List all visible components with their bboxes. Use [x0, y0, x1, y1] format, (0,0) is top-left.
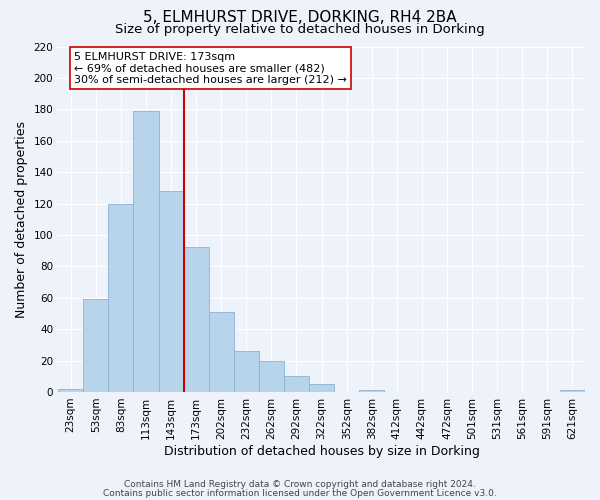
Bar — [359, 390, 385, 392]
Text: Contains public sector information licensed under the Open Government Licence v3: Contains public sector information licen… — [103, 488, 497, 498]
Bar — [133, 111, 158, 392]
Text: 5 ELMHURST DRIVE: 173sqm
← 69% of detached houses are smaller (482)
30% of semi-: 5 ELMHURST DRIVE: 173sqm ← 69% of detach… — [74, 52, 347, 85]
Text: 5, ELMHURST DRIVE, DORKING, RH4 2BA: 5, ELMHURST DRIVE, DORKING, RH4 2BA — [143, 10, 457, 25]
Bar — [209, 312, 234, 392]
Bar — [83, 300, 109, 392]
Bar — [109, 204, 133, 392]
Bar — [158, 191, 184, 392]
Bar — [284, 376, 309, 392]
Bar — [259, 360, 284, 392]
Bar — [560, 390, 585, 392]
Y-axis label: Number of detached properties: Number of detached properties — [15, 120, 28, 318]
Text: Size of property relative to detached houses in Dorking: Size of property relative to detached ho… — [115, 22, 485, 36]
Bar — [309, 384, 334, 392]
Bar — [58, 389, 83, 392]
Bar — [234, 351, 259, 392]
Text: Contains HM Land Registry data © Crown copyright and database right 2024.: Contains HM Land Registry data © Crown c… — [124, 480, 476, 489]
X-axis label: Distribution of detached houses by size in Dorking: Distribution of detached houses by size … — [164, 444, 479, 458]
Bar — [184, 248, 209, 392]
